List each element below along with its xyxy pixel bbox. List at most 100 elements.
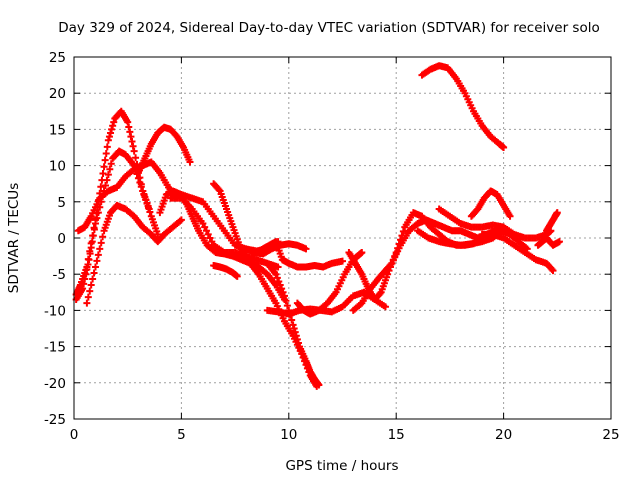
data-point [292,332,300,340]
y-tick-label: -5 [53,267,66,283]
data-point [279,288,287,296]
y-tick-label: -10 [44,303,66,319]
data-point [278,285,286,293]
y-tick-label: -15 [44,340,66,356]
data-point [99,169,107,177]
data-point [125,123,133,131]
data-point [137,180,145,188]
data-point [145,205,153,213]
data-point [290,325,298,332]
series-arc5 [134,123,194,177]
y-tick-label: 15 [49,122,66,138]
data-point [128,137,136,145]
data-point [272,270,280,278]
data-point [100,163,108,171]
data-point [83,299,91,307]
data-point [89,232,97,240]
data-point [132,154,140,162]
data-point [104,171,112,179]
data-point [281,292,289,300]
series-arc10 [210,262,241,280]
data-point [376,290,384,298]
data-point [110,118,118,126]
series-arc19 [418,62,508,151]
axis-ticks: 0 5 10 15 20 25 -25 -20 -15 -10 -5 0 5 10 15 20 25 [44,50,620,443]
data-point [199,220,207,228]
data-point [394,244,402,252]
data-point [129,142,137,150]
data-point [93,257,101,265]
data-point [553,209,561,217]
data-point [274,263,282,271]
data-point [201,223,209,231]
data-point [124,118,132,126]
data-point [186,158,194,166]
data-point [98,176,106,184]
data-point [126,128,134,136]
data-point [84,293,92,301]
x-tick-label: 20 [495,427,512,443]
data-point [215,186,223,194]
data-point [91,263,99,271]
series-arc2 [72,107,153,298]
data-point [339,257,346,265]
series-arc24 [543,209,561,235]
data-point [107,129,115,137]
data-point [273,274,281,282]
y-tick-label: -25 [44,412,66,428]
data-point [396,236,404,244]
series-arc23 [534,234,563,249]
data-point [392,248,400,256]
y-tick-label: -20 [44,376,66,392]
data-point [208,238,216,246]
data-point [385,267,393,275]
data-point [107,160,115,168]
data-point [99,233,107,241]
data-point [204,230,212,238]
series-arc20 [467,187,514,220]
data-point [102,182,110,190]
chart-title: Day 329 of 2024, Sidereal Day-to-day VTE… [58,20,599,36]
data-point [500,144,508,151]
data-point [102,150,110,158]
data-point [294,339,302,347]
series-arc15 [293,248,366,318]
data-point [506,212,514,220]
data-point [233,272,241,280]
x-tick-label: 25 [602,427,619,443]
data-point [97,183,105,191]
data-point [109,122,117,130]
data-point [103,143,111,151]
data-point [87,239,95,247]
data-point [395,240,403,248]
data-point [293,335,301,343]
data-point [398,232,406,240]
data-point [288,316,296,324]
y-tick-label: 25 [49,50,66,66]
data-point [302,245,310,253]
y-tick-label: 0 [57,231,66,247]
x-tick-label: 10 [280,427,297,443]
data-point [282,297,290,305]
data-point [555,238,563,246]
data-point [105,133,113,141]
data-point [127,133,135,141]
series-arc22 [478,230,557,275]
data-point [386,263,394,271]
data-point [94,251,102,259]
data-point [283,302,291,310]
data-point [86,287,94,295]
series-arc12 [253,238,346,271]
data-point [389,256,397,264]
data-point [177,216,185,224]
x-tick-label: 5 [177,427,186,443]
data-point [90,269,98,277]
data-point [91,216,99,224]
data-point [104,136,112,144]
y-tick-label: 20 [49,86,66,102]
data-point [106,165,114,173]
data-point [291,328,299,336]
y-tick-label: 10 [49,159,66,175]
data-point [399,227,407,235]
